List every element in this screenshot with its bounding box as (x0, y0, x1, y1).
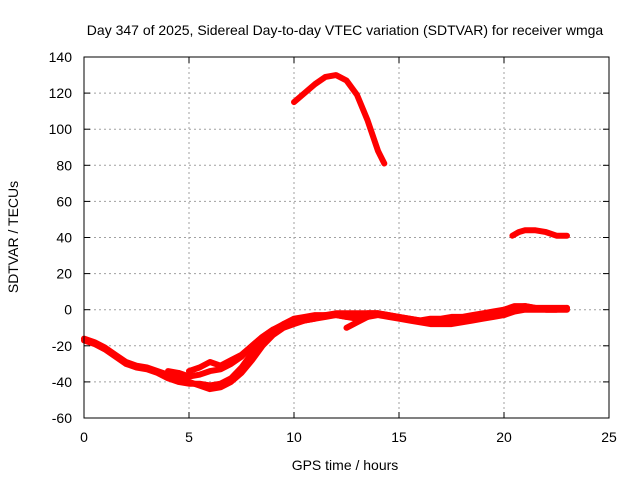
series-line-sat-track-e (343, 303, 570, 331)
grid (84, 57, 609, 418)
y-tick-label: -60 (52, 410, 72, 426)
y-tick-label: 140 (49, 49, 73, 65)
y-axis-title: SDTVAR / TECUs (5, 181, 21, 293)
y-tick-label: 60 (56, 193, 72, 209)
y-tick-label: 100 (49, 121, 73, 137)
x-tick-label: 0 (80, 429, 88, 445)
ticks: 0 5 10 15 20 25 -60 -40 -20 0 20 40 60 80 100 120 140 (49, 49, 617, 445)
y-tick-label: -20 (52, 338, 72, 354)
x-tick-label: 20 (496, 429, 512, 445)
y-tick-label: 40 (56, 230, 72, 246)
y-tick-label: 80 (56, 157, 72, 173)
y-tick-label: -40 (52, 374, 72, 390)
y-tick-label: 20 (56, 266, 72, 282)
series-line-sat-track-b (81, 304, 570, 393)
x-tick-label: 15 (391, 429, 407, 445)
series-line-sat-track-g (509, 227, 570, 239)
x-tick-label: 5 (185, 429, 193, 445)
series-line-sat-track-f (291, 72, 388, 167)
x-tick-label: 10 (286, 429, 302, 445)
chart-title: Day 347 of 2025, Sidereal Day-to-day VTE… (87, 22, 604, 38)
series-layer (81, 72, 570, 393)
y-tick-label: 120 (49, 85, 73, 101)
y-tick-label: 0 (64, 302, 72, 318)
x-axis-title: GPS time / hours (292, 457, 399, 473)
x-tick-label: 25 (601, 429, 617, 445)
series-line-sat-track-d (186, 315, 318, 375)
